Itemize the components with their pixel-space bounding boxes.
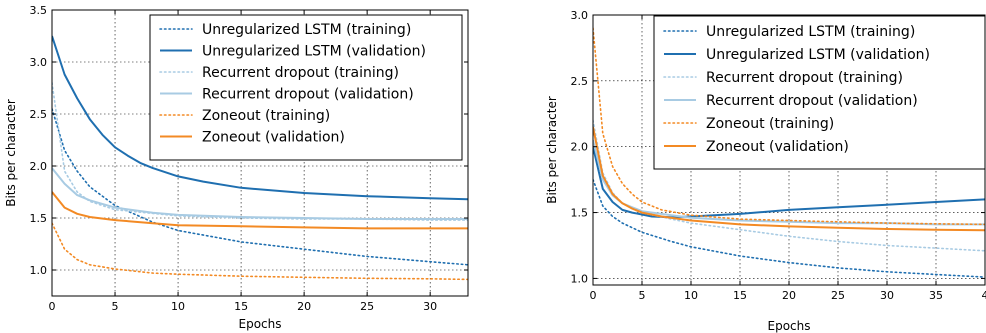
legend-label-unregularized-lstm-training: Unregularized LSTM (training) bbox=[202, 22, 411, 38]
x-tick-label: 15 bbox=[234, 300, 248, 313]
series-line-zoneout-validation bbox=[52, 191, 468, 230]
chart-left: 0 5 10 15 20 25 30 1.0 1.5 2.0 2.5 3.0 3.5 Epochs Bits… bbox=[4, 4, 469, 331]
legend-label-recurrent-dropout-training: Recurrent dropout (training) bbox=[706, 70, 903, 86]
series-line-recurrent-dropout-validation bbox=[52, 167, 468, 220]
x-tick-label: 15 bbox=[733, 289, 747, 302]
series-group bbox=[52, 35, 468, 281]
x-tick-label: 20 bbox=[297, 300, 311, 313]
y-tick-label: 1.5 bbox=[30, 212, 48, 225]
series-group bbox=[593, 27, 985, 278]
legend-label-zoneout-validation: Zoneout (validation) bbox=[202, 130, 345, 146]
y-tick-label: 2.5 bbox=[30, 108, 48, 121]
legend: Unregularized LSTM (training) Unregulariz… bbox=[653, 15, 986, 170]
y-tick-label: 3.5 bbox=[30, 4, 48, 17]
x-tick-label: 30 bbox=[880, 289, 894, 302]
legend-label-unregularized-lstm-validation: Unregularized LSTM (validation) bbox=[202, 44, 426, 60]
y-tick-label: 3.0 bbox=[571, 9, 589, 22]
y-tick-label: 1.5 bbox=[571, 207, 589, 220]
series-line-recurrent-dropout-training bbox=[593, 119, 985, 252]
x-tick-label: 4 bbox=[982, 289, 986, 302]
y-tick-label: 3.0 bbox=[30, 56, 48, 69]
x-tick-label: 10 bbox=[684, 289, 698, 302]
x-tick-label: 5 bbox=[112, 300, 119, 313]
legend-label-recurrent-dropout-validation: Recurrent dropout (validation) bbox=[706, 93, 918, 109]
legend-box bbox=[653, 15, 986, 170]
legend-label-recurrent-dropout-training: Recurrent dropout (training) bbox=[202, 65, 399, 81]
plot-frame bbox=[51, 9, 469, 297]
series-line-zoneout-training bbox=[52, 222, 468, 281]
x-tick-label: 0 bbox=[590, 289, 597, 302]
x-tick-label: 30 bbox=[423, 300, 437, 313]
x-tick-label: 0 bbox=[49, 300, 56, 313]
legend-label-zoneout-validation: Zoneout (validation) bbox=[706, 139, 849, 155]
y-tick-label: 2.0 bbox=[571, 141, 589, 154]
y-axis-label: Bits per character bbox=[545, 96, 559, 204]
series-line-unregularized-lstm-training bbox=[593, 178, 985, 278]
y-tick-label: 1.0 bbox=[571, 272, 589, 285]
legend-label-unregularized-lstm-training: Unregularized LSTM (training) bbox=[706, 24, 915, 40]
x-tick-label: 25 bbox=[831, 289, 845, 302]
x-tick-label: 20 bbox=[782, 289, 796, 302]
x-axis-label: Epochs bbox=[768, 319, 811, 333]
legend: Unregularized LSTM (training) Unregulariz… bbox=[149, 14, 463, 161]
y-tick-label: 2.5 bbox=[571, 75, 589, 88]
legend-label-zoneout-training: Zoneout (training) bbox=[706, 116, 834, 132]
legend-label-zoneout-training: Zoneout (training) bbox=[202, 108, 330, 124]
x-tick-label: 35 bbox=[929, 289, 943, 302]
y-axis-label: Bits per character bbox=[4, 99, 18, 207]
series-line-zoneout-training bbox=[593, 27, 985, 226]
chart-right: 0 5 10 15 20 25 30 35 4 1.0 1.5 2.0 2.5 3.0 Epochs Bits… bbox=[545, 9, 986, 333]
y-tick-label: 1.0 bbox=[30, 264, 48, 277]
x-tick-label: 5 bbox=[639, 289, 646, 302]
y-tick-label: 2.0 bbox=[30, 160, 48, 173]
legend-label-recurrent-dropout-validation: Recurrent dropout (validation) bbox=[202, 87, 414, 103]
series-line-unregularized-lstm-training bbox=[52, 108, 468, 266]
legend-label-unregularized-lstm-validation: Unregularized LSTM (validation) bbox=[706, 47, 930, 63]
series-line-unregularized-lstm-validation bbox=[52, 35, 468, 201]
legend-box bbox=[149, 14, 463, 161]
x-axis-label: Epochs bbox=[239, 317, 282, 331]
x-tick-label: 10 bbox=[171, 300, 185, 313]
x-tick-label: 25 bbox=[360, 300, 374, 313]
series-line-zoneout-validation bbox=[593, 126, 985, 232]
